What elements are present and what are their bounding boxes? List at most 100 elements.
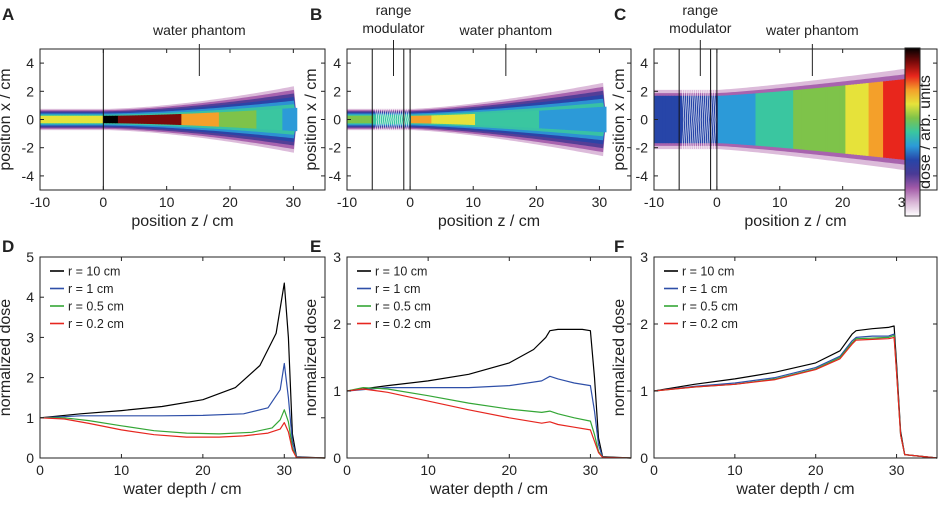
dose-core-cell	[515, 111, 520, 128]
x-tick-label: 20	[222, 194, 238, 210]
heatmap	[40, 86, 300, 153]
x-tick-label: 0	[343, 462, 351, 478]
x-tick-label: 0	[99, 194, 107, 210]
modulator-tooth	[706, 89, 709, 120]
dose-core-cell	[761, 92, 765, 147]
axes-frame	[346, 48, 632, 191]
dose-core-cell	[767, 92, 771, 147]
dose-core-cell	[166, 114, 171, 125]
dose-core-cell	[230, 111, 234, 128]
dose-core-cell	[565, 109, 569, 130]
dose-core-cell	[463, 114, 467, 125]
dose-core-cell	[691, 95, 696, 144]
modulator-tooth	[702, 119, 705, 150]
dose-core-cell	[175, 114, 179, 125]
modulator-tooth	[384, 119, 387, 131]
modulator-tooth	[683, 89, 687, 120]
modulator-tooth	[700, 89, 704, 120]
series-line-4	[39, 417, 326, 459]
dose-core-cell	[288, 108, 292, 131]
modulator-tooth	[693, 119, 696, 150]
colorbar-label: dose / arb. units	[917, 75, 934, 189]
y-tick-label: 3	[333, 249, 341, 265]
dose-core-cell	[752, 93, 756, 146]
dose-core-cell	[399, 115, 403, 124]
dose-core-cell	[86, 115, 90, 124]
dose-core-cell	[671, 95, 675, 144]
dose-core-cell	[839, 85, 843, 154]
dose-core-cell	[726, 95, 730, 144]
modulator-tooth	[695, 119, 698, 150]
dose-core-cell	[291, 108, 295, 131]
dose-core-cell	[126, 115, 130, 124]
series-line-4	[346, 388, 632, 459]
modulator-tooth	[405, 108, 408, 120]
dose-core-cell	[77, 115, 81, 124]
modulator-tooth	[691, 119, 694, 150]
dose-core-cell	[387, 115, 392, 124]
dose-core-cell	[367, 115, 371, 124]
axes-frame	[39, 256, 326, 459]
heatmap	[654, 68, 915, 171]
dose-core-cell	[215, 112, 220, 127]
dose-core-cell	[89, 115, 93, 124]
x-tick-label: 20	[529, 194, 545, 210]
modulator-tooth	[689, 89, 692, 120]
modulator-tooth	[380, 119, 383, 131]
dose-core-cell	[723, 95, 727, 144]
dose-core-cell	[550, 109, 555, 130]
annotation-range: range	[376, 2, 412, 18]
dose-core-cell	[507, 112, 511, 127]
dose-core-cell	[729, 95, 733, 144]
dose-core-cell	[94, 115, 99, 124]
modulator-tooth	[395, 119, 399, 131]
dose-core-cell	[544, 110, 549, 129]
dose-core-cell	[138, 115, 142, 124]
dose-core-cell	[143, 115, 148, 124]
y-axis-label: normalized dose	[303, 299, 320, 417]
modulator-tooth	[714, 89, 717, 120]
dose-core-cell	[364, 115, 368, 124]
dose-core-cell	[518, 111, 523, 128]
y-axis-label: position x / cm	[303, 68, 320, 170]
dose-core-cell	[169, 114, 174, 125]
dose-core-cell	[830, 86, 835, 153]
modulator-tooth	[708, 119, 711, 150]
dose-core-cell	[509, 112, 514, 127]
modulator-tooth	[388, 119, 391, 131]
modulator-tooth	[407, 108, 410, 120]
y-tick-label: 2	[26, 370, 34, 386]
modulator-tooth	[392, 108, 395, 120]
dose-core-cell	[103, 115, 107, 124]
dose-core-cell	[480, 113, 485, 126]
modulator-tooth	[394, 108, 397, 120]
series-line-2	[653, 333, 938, 459]
dose-core-cell	[573, 108, 578, 131]
dose-core-cell	[749, 93, 754, 146]
dose-core-cell	[57, 115, 61, 124]
dose-core-cell	[825, 87, 829, 152]
y-tick-label: -4	[329, 168, 342, 184]
dose-core-cell	[396, 115, 400, 124]
annotation-modulator: modulator	[362, 20, 425, 36]
dose-core-cell	[352, 115, 357, 124]
y-tick-label: 3	[640, 249, 648, 265]
modulator-tooth	[702, 89, 705, 120]
y-tick-label: 0	[333, 112, 341, 128]
dose-core-cell	[764, 92, 768, 147]
dose-core-cell	[413, 115, 418, 124]
dose-core-cell	[233, 111, 237, 128]
dose-core-cell	[293, 107, 298, 132]
legend-entry: r = 1 cm	[375, 282, 421, 296]
dose-core-cell	[460, 114, 464, 125]
dose-core-cell	[600, 106, 604, 133]
modulator-tooth	[682, 119, 685, 150]
panel-letter: D	[2, 237, 14, 256]
dose-core-cell	[854, 84, 858, 155]
dose-core-cell	[434, 115, 438, 124]
x-tick-label: 0	[713, 194, 721, 210]
dose-core-cell	[155, 114, 159, 125]
dose-core-cell	[856, 83, 861, 156]
dose-core-cell	[717, 95, 722, 144]
